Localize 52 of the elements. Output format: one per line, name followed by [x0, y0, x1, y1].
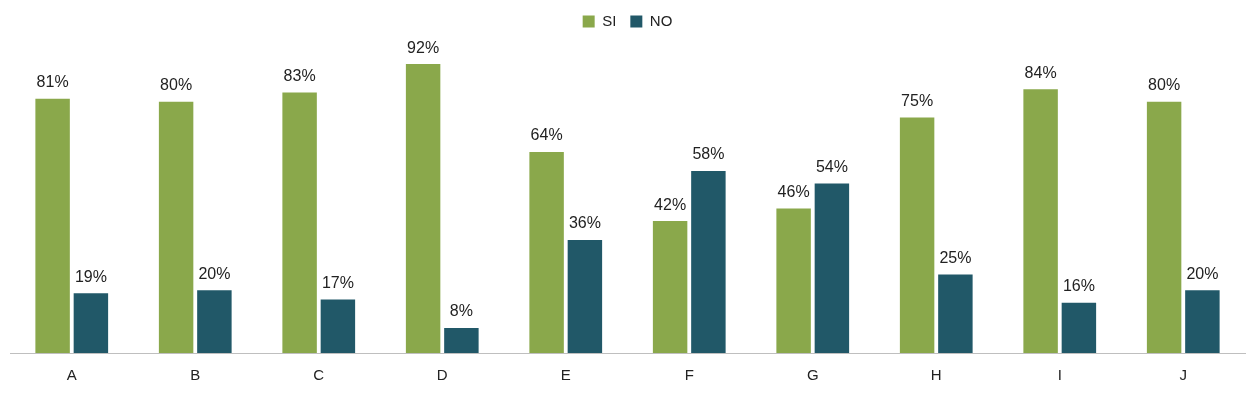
- bar: [1023, 89, 1058, 353]
- data-label: 64%: [530, 126, 563, 144]
- bar: [1061, 302, 1097, 353]
- x-tick-label: J: [1179, 366, 1187, 384]
- bar: [899, 117, 935, 353]
- x-tick-label: E: [560, 366, 571, 384]
- bar: [1146, 101, 1182, 353]
- bar: [814, 183, 850, 353]
- x-tick-label: B: [190, 366, 201, 384]
- x-tick-label: I: [1057, 366, 1062, 384]
- legend-label: SI: [602, 11, 617, 29]
- bar: [691, 170, 726, 353]
- data-label: 42%: [654, 195, 687, 213]
- bar: [282, 92, 317, 353]
- data-label: 80%: [1148, 76, 1181, 94]
- data-label: 36%: [568, 214, 601, 232]
- data-label: 46%: [777, 182, 810, 200]
- bar: [652, 221, 688, 353]
- data-label: 83%: [283, 66, 316, 84]
- bar: [320, 299, 356, 353]
- legend-label: NO: [649, 11, 673, 29]
- x-tick-label: A: [66, 366, 77, 384]
- data-label: 92%: [407, 38, 440, 56]
- data-label: 19%: [74, 267, 107, 285]
- data-label: 58%: [692, 145, 725, 163]
- bar: [158, 101, 194, 353]
- x-tick-label: C: [313, 366, 325, 384]
- x-tick-label: G: [806, 366, 819, 384]
- data-label: 17%: [321, 274, 354, 292]
- bar: [405, 64, 441, 353]
- data-label: 20%: [1186, 264, 1219, 282]
- data-label: 16%: [1062, 277, 1095, 295]
- bar: [938, 274, 973, 353]
- bar: [197, 290, 232, 353]
- data-label: 75%: [901, 91, 934, 109]
- bar: [35, 98, 70, 353]
- x-tick-label: H: [930, 366, 942, 384]
- bar: [1185, 290, 1220, 353]
- bar: [567, 239, 603, 353]
- bar: [444, 327, 479, 353]
- data-label: 81%: [36, 73, 69, 91]
- x-tick-label: D: [436, 366, 448, 384]
- data-label: 84%: [1024, 63, 1057, 81]
- bar: [529, 152, 564, 353]
- data-label: 20%: [198, 264, 231, 282]
- data-label: 54%: [815, 157, 848, 175]
- data-label: 80%: [160, 76, 193, 94]
- x-tick-label: F: [684, 366, 694, 384]
- data-label: 25%: [939, 248, 972, 266]
- bar: [73, 293, 109, 353]
- bar: [776, 208, 811, 353]
- data-label: 8%: [449, 302, 473, 320]
